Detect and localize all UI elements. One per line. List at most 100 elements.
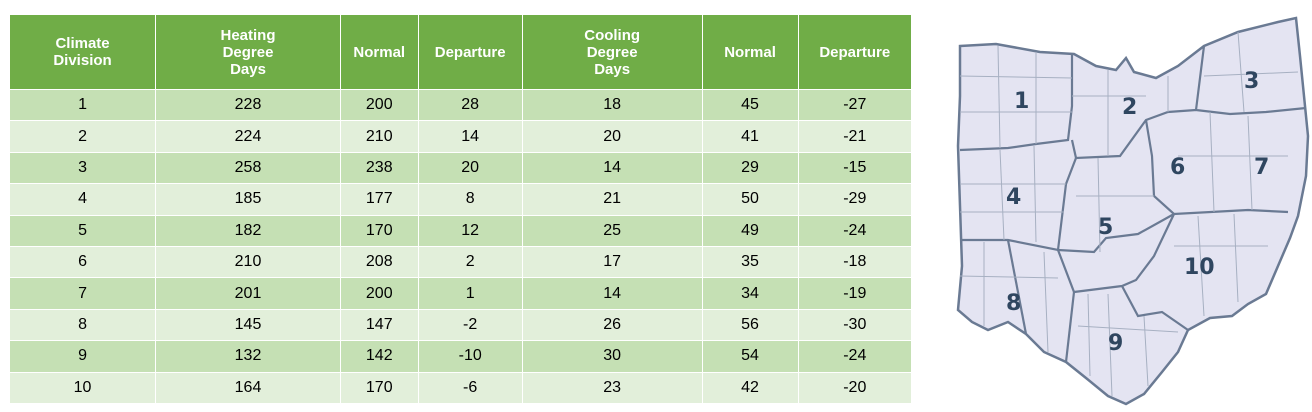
cell-heating-departure: -10 bbox=[417, 340, 523, 373]
cell-heating-degree-days: 224 bbox=[155, 120, 341, 153]
cell-cooling-degree-days: 26 bbox=[521, 308, 703, 342]
header-climate-division: Climate Division bbox=[8, 14, 157, 90]
cell-division: 10 bbox=[8, 371, 157, 404]
header-heating-departure: Departure bbox=[417, 14, 523, 90]
cell-cooling-departure: -29 bbox=[797, 183, 913, 216]
cell-heating-degree-days: 132 bbox=[155, 340, 341, 373]
cell-cooling-normal: 56 bbox=[701, 308, 799, 342]
division-boundaries bbox=[959, 45, 1307, 363]
cell-heating-normal: 238 bbox=[339, 151, 419, 185]
cell-heating-normal: 170 bbox=[339, 214, 419, 247]
cell-cooling-normal: 35 bbox=[701, 245, 799, 279]
cell-cooling-degree-days: 25 bbox=[521, 214, 703, 247]
cell-heating-degree-days: 228 bbox=[155, 88, 341, 122]
cell-heating-degree-days: 201 bbox=[155, 277, 341, 310]
cell-division: 7 bbox=[8, 277, 157, 310]
table-row: 2 224 210 14 20 41 -21 bbox=[8, 120, 913, 153]
cell-heating-departure: 14 bbox=[417, 120, 523, 153]
cell-cooling-normal: 34 bbox=[701, 277, 799, 310]
cell-heating-normal: 170 bbox=[339, 371, 419, 404]
cell-cooling-degree-days: 21 bbox=[521, 183, 703, 216]
cell-cooling-departure: -21 bbox=[797, 120, 913, 153]
cell-cooling-normal: 49 bbox=[701, 214, 799, 247]
cell-heating-degree-days: 164 bbox=[155, 371, 341, 404]
cell-heating-departure: 1 bbox=[417, 277, 523, 310]
cell-division: 5 bbox=[8, 214, 157, 247]
division-label-5: 5 bbox=[1098, 215, 1113, 240]
cell-cooling-departure: -18 bbox=[797, 245, 913, 279]
table-row: 3 258 238 20 14 29 -15 bbox=[8, 151, 913, 185]
cell-cooling-departure: -24 bbox=[797, 214, 913, 247]
cell-division: 4 bbox=[8, 183, 157, 216]
table-row: 9 132 142 -10 30 54 -24 bbox=[8, 340, 913, 373]
cell-cooling-degree-days: 30 bbox=[521, 340, 703, 373]
cell-heating-degree-days: 145 bbox=[155, 308, 341, 342]
table-body: 1 228 200 28 18 45 -27 2 224 210 14 20 41 -21 3 258 238 2… bbox=[8, 88, 913, 404]
cell-division: 8 bbox=[8, 308, 157, 342]
header-cooling-departure: Departure bbox=[797, 14, 913, 90]
cell-heating-normal: 200 bbox=[339, 88, 419, 122]
table-row: 10 164 170 -6 23 42 -20 bbox=[8, 371, 913, 404]
division-label-6: 6 bbox=[1170, 155, 1185, 180]
cell-cooling-normal: 29 bbox=[701, 151, 799, 185]
header-heating-degree-days: Heating Degree Days bbox=[155, 14, 341, 90]
cell-heating-departure: 12 bbox=[417, 214, 523, 247]
cell-division: 2 bbox=[8, 120, 157, 153]
cell-heating-departure: 2 bbox=[417, 245, 523, 279]
cell-heating-degree-days: 258 bbox=[155, 151, 341, 185]
cell-division: 9 bbox=[8, 340, 157, 373]
cell-cooling-normal: 54 bbox=[701, 340, 799, 373]
cell-heating-degree-days: 210 bbox=[155, 245, 341, 279]
table-row: 1 228 200 28 18 45 -27 bbox=[8, 88, 913, 122]
table-row: 7 201 200 1 14 34 -19 bbox=[8, 277, 913, 310]
cell-heating-normal: 142 bbox=[339, 340, 419, 373]
cell-heating-departure: 20 bbox=[417, 151, 523, 185]
cell-cooling-degree-days: 14 bbox=[521, 277, 703, 310]
table-row: 5 182 170 12 25 49 -24 bbox=[8, 214, 913, 247]
county-lines bbox=[959, 31, 1299, 397]
cell-cooling-normal: 41 bbox=[701, 120, 799, 153]
cell-heating-normal: 200 bbox=[339, 277, 419, 310]
header-heating-normal: Normal bbox=[339, 14, 419, 90]
cell-cooling-degree-days: 23 bbox=[521, 371, 703, 404]
division-label-3: 3 bbox=[1244, 69, 1259, 94]
cell-cooling-degree-days: 20 bbox=[521, 120, 703, 153]
division-label-7: 7 bbox=[1254, 155, 1269, 180]
cell-heating-departure: -6 bbox=[417, 371, 523, 404]
cell-cooling-departure: -15 bbox=[797, 151, 913, 185]
cell-cooling-departure: -24 bbox=[797, 340, 913, 373]
cell-cooling-departure: -30 bbox=[797, 308, 913, 342]
cell-division: 6 bbox=[8, 245, 157, 279]
cell-cooling-degree-days: 18 bbox=[521, 88, 703, 122]
table-row: 4 185 177 8 21 50 -29 bbox=[8, 183, 913, 216]
table-header-row: Climate Division Heating Degree Days Nor… bbox=[8, 14, 913, 90]
cell-cooling-normal: 45 bbox=[701, 88, 799, 122]
division-label-9: 9 bbox=[1108, 331, 1123, 356]
cell-cooling-degree-days: 14 bbox=[521, 151, 703, 185]
header-cooling-normal: Normal bbox=[701, 14, 799, 90]
division-label-10: 10 bbox=[1184, 255, 1215, 280]
table-row: 8 145 147 -2 26 56 -30 bbox=[8, 308, 913, 342]
division-label-4: 4 bbox=[1006, 185, 1021, 210]
cell-heating-degree-days: 182 bbox=[155, 214, 341, 247]
cell-cooling-normal: 50 bbox=[701, 183, 799, 216]
cell-cooling-departure: -27 bbox=[797, 88, 913, 122]
table-row: 6 210 208 2 17 35 -18 bbox=[8, 245, 913, 279]
cell-cooling-departure: -20 bbox=[797, 371, 913, 404]
cell-heating-normal: 177 bbox=[339, 183, 419, 216]
cell-division: 3 bbox=[8, 151, 157, 185]
cell-heating-departure: 8 bbox=[417, 183, 523, 216]
cell-cooling-normal: 42 bbox=[701, 371, 799, 404]
header-cooling-degree-days: Cooling Degree Days bbox=[521, 14, 703, 90]
cell-division: 1 bbox=[8, 88, 157, 122]
cell-cooling-degree-days: 17 bbox=[521, 245, 703, 279]
cell-heating-normal: 210 bbox=[339, 120, 419, 153]
cell-heating-departure: 28 bbox=[417, 88, 523, 122]
division-label-8: 8 bbox=[1006, 291, 1021, 316]
ohio-state-outline bbox=[956, 16, 1310, 406]
cell-heating-departure: -2 bbox=[417, 308, 523, 342]
division-label-2: 2 bbox=[1122, 95, 1137, 120]
ohio-climate-division-map: 1 2 3 4 5 6 7 8 9 10 bbox=[956, 16, 1310, 406]
cell-heating-degree-days: 185 bbox=[155, 183, 341, 216]
cell-heating-normal: 147 bbox=[339, 308, 419, 342]
